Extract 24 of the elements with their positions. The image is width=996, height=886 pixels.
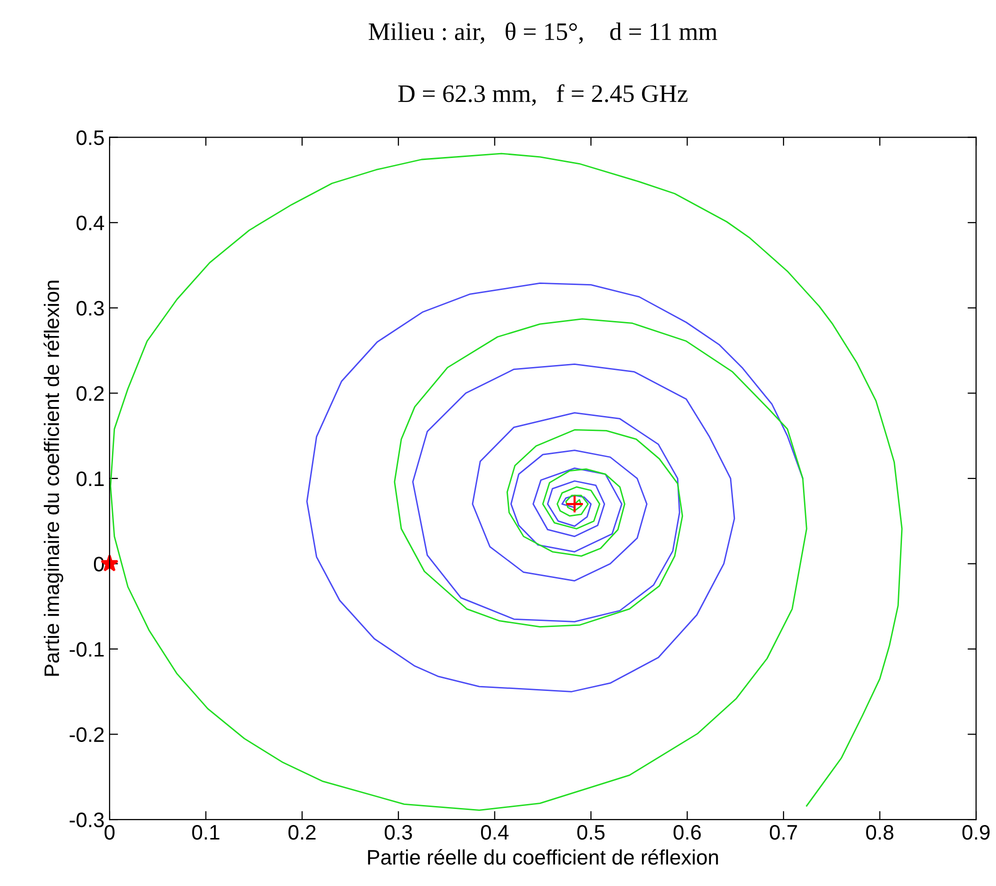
- chart-title: Milieu : air, θ = 15°, d = 11 mm: [368, 22, 718, 44]
- x-axis-title: Partie réelle du coefficient de réflexion: [368, 849, 718, 865]
- x-tick-label: 0.5: [577, 824, 605, 840]
- y-tick-label: 0.3: [76, 300, 104, 316]
- line-series: [306, 282, 804, 692]
- x-tick-label: 0.1: [192, 824, 220, 840]
- y-tick-label: -0.2: [70, 727, 104, 742]
- x-tick-label: 0.3: [384, 824, 412, 840]
- y-axis-title: Partie imaginaire du coefficient de réflexion: [44, 280, 64, 676]
- x-tick-label: 0.2: [288, 824, 316, 840]
- x-tick-label: 0.6: [674, 824, 701, 840]
- y-tick-label: 0.1: [76, 471, 104, 486]
- x-tick-label: 0.4: [481, 824, 509, 840]
- y-tick-label: 0.5: [76, 130, 104, 146]
- line-series: [110, 152, 903, 811]
- y-tick-label: -0.1: [70, 642, 104, 657]
- x-tick-label: 0.9: [962, 824, 990, 840]
- x-tick-label: 0.8: [866, 824, 894, 840]
- x-tick-label: 0.7: [770, 824, 797, 840]
- x-tick-label: 0: [104, 824, 115, 840]
- chart-subtitle: D = 62.3 mm, f = 2.45 GHz: [398, 84, 688, 106]
- y-tick-label: 0.4: [76, 216, 104, 230]
- y-tick-label: 0.2: [76, 386, 104, 401]
- y-tick-label: -0.3: [70, 812, 104, 828]
